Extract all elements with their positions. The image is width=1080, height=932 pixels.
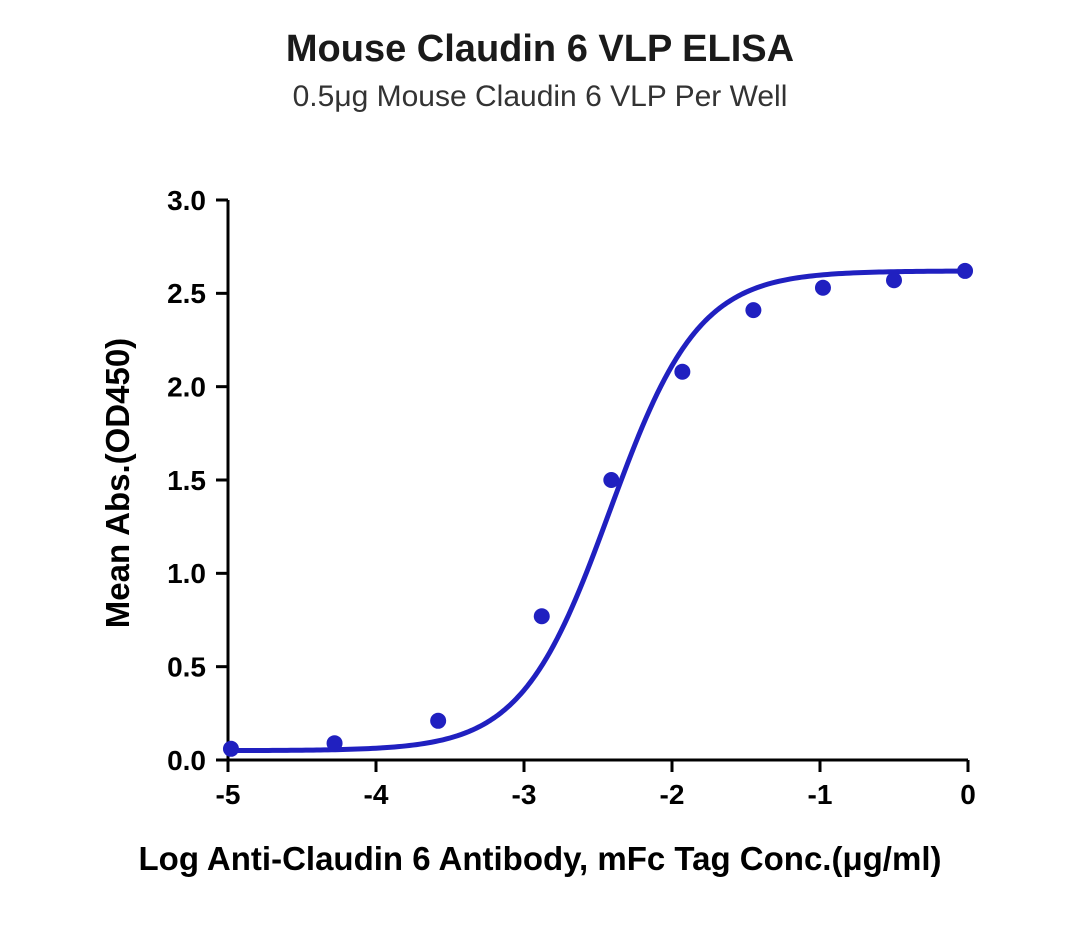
data-point: [745, 302, 761, 318]
y-tick-label: 0.0: [167, 745, 206, 776]
y-tick-label: 1.0: [167, 558, 206, 589]
y-tick-label: 0.5: [167, 651, 206, 682]
y-tick-label: 2.0: [167, 371, 206, 402]
y-tick-label: 1.5: [167, 465, 206, 496]
plot-area: 0.0 0.5 1.0 1.5 2.0 2.5 3.0 -5 -4 -3 -2 -1 0: [0, 0, 1080, 932]
data-point: [603, 472, 619, 488]
x-tick-label: -5: [216, 779, 241, 810]
x-tick-label: 0: [960, 779, 976, 810]
x-axis-label: Log Anti-Claudin 6 Antibody, mFc Tag Con…: [0, 840, 1080, 878]
y-tick-label: 3.0: [167, 185, 206, 216]
data-point: [815, 280, 831, 296]
data-point: [674, 364, 690, 380]
data-point: [327, 735, 343, 751]
chart-container: Mouse Claudin 6 VLP ELISA 0.5μg Mouse Cl…: [0, 0, 1080, 932]
x-tick-label: -4: [364, 779, 389, 810]
data-point: [223, 741, 239, 757]
x-tick-label: -2: [660, 779, 685, 810]
data-point: [534, 608, 550, 624]
data-point: [886, 272, 902, 288]
data-point: [430, 713, 446, 729]
data-point: [957, 263, 973, 279]
fitted-curve: [228, 271, 968, 750]
y-axis-label: Mean Abs.(OD450): [99, 203, 137, 763]
y-tick-label: 2.5: [167, 278, 206, 309]
x-tick-label: -1: [808, 779, 833, 810]
x-tick-label: -3: [512, 779, 537, 810]
